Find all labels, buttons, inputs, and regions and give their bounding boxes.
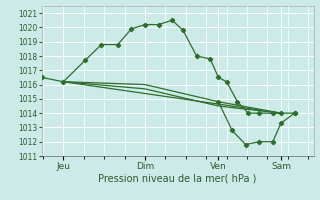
X-axis label: Pression niveau de la mer( hPa ): Pression niveau de la mer( hPa ): [99, 173, 257, 183]
